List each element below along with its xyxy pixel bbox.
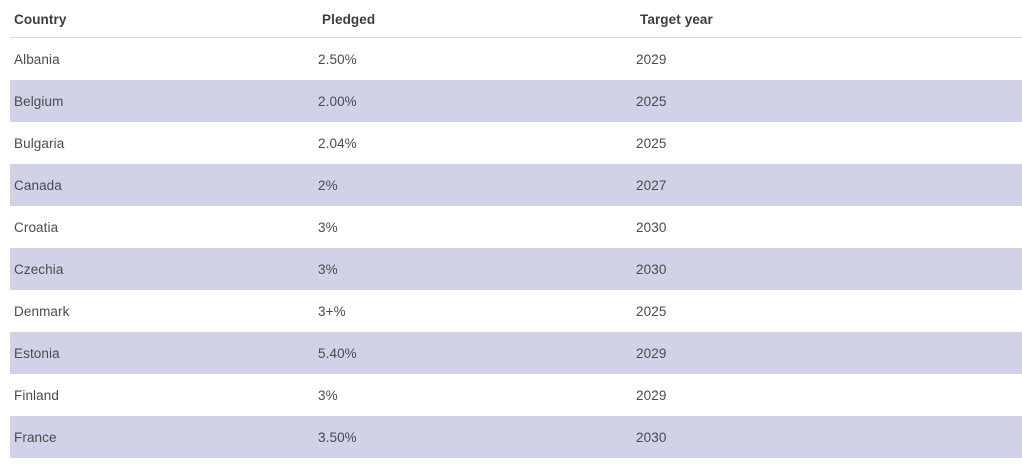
table-body: Albania 2.50% 2029 Belgium 2.00% 2025 Bu… bbox=[0, 38, 1022, 458]
pledged-cell: 3% bbox=[318, 387, 338, 403]
table-row: Canada 2% 2027 bbox=[10, 164, 1022, 206]
pledged-cell: 5.40% bbox=[318, 345, 357, 361]
country-cell: Czechia bbox=[14, 261, 64, 277]
table-row: Croatia 3% 2030 bbox=[10, 206, 1022, 248]
target-year-cell: 2030 bbox=[636, 261, 667, 277]
target-year-cell: 2025 bbox=[636, 93, 667, 109]
country-cell: Canada bbox=[14, 177, 62, 193]
country-cell: Belgium bbox=[14, 93, 64, 109]
table-row: Czechia 3% 2030 bbox=[10, 248, 1022, 290]
target-year-cell: 2029 bbox=[636, 51, 667, 67]
table-row: Bulgaria 2.04% 2025 bbox=[10, 122, 1022, 164]
target-year-cell: 2027 bbox=[636, 177, 667, 193]
country-cell: Bulgaria bbox=[14, 135, 65, 151]
pledged-cell: 3% bbox=[318, 219, 338, 235]
target-year-cell: 2030 bbox=[636, 429, 667, 445]
column-header-target-year: Target year bbox=[640, 11, 713, 27]
pledged-cell: 2.50% bbox=[318, 51, 357, 67]
table-row: Finland 3% 2029 bbox=[10, 374, 1022, 416]
pledged-cell: 2% bbox=[318, 177, 338, 193]
column-header-pledged: Pledged bbox=[322, 11, 376, 27]
target-year-cell: 2025 bbox=[636, 135, 667, 151]
column-header-country: Country bbox=[14, 11, 67, 27]
country-cell: Estonia bbox=[14, 345, 60, 361]
table-row: Estonia 5.40% 2029 bbox=[10, 332, 1022, 374]
table-row: Albania 2.50% 2029 bbox=[10, 38, 1022, 80]
pledged-cell: 3.50% bbox=[318, 429, 357, 445]
table-header-row: Country Pledged Target year bbox=[0, 0, 1022, 38]
country-cell: Croatia bbox=[14, 219, 59, 235]
country-cell: Denmark bbox=[14, 303, 70, 319]
table-row: Denmark 3+% 2025 bbox=[10, 290, 1022, 332]
country-cell: Finland bbox=[14, 387, 59, 403]
pledged-cell: 2.00% bbox=[318, 93, 357, 109]
pledged-cell: 3% bbox=[318, 261, 338, 277]
table-row: France 3.50% 2030 bbox=[10, 416, 1022, 458]
target-year-cell: 2029 bbox=[636, 387, 667, 403]
table-row: Belgium 2.00% 2025 bbox=[10, 80, 1022, 122]
pledged-cell: 3+% bbox=[318, 303, 346, 319]
target-year-cell: 2029 bbox=[636, 345, 667, 361]
country-cell: Albania bbox=[14, 51, 60, 67]
target-year-cell: 2030 bbox=[636, 219, 667, 235]
target-year-cell: 2025 bbox=[636, 303, 667, 319]
pledged-cell: 2.04% bbox=[318, 135, 357, 151]
country-cell: France bbox=[14, 429, 57, 445]
